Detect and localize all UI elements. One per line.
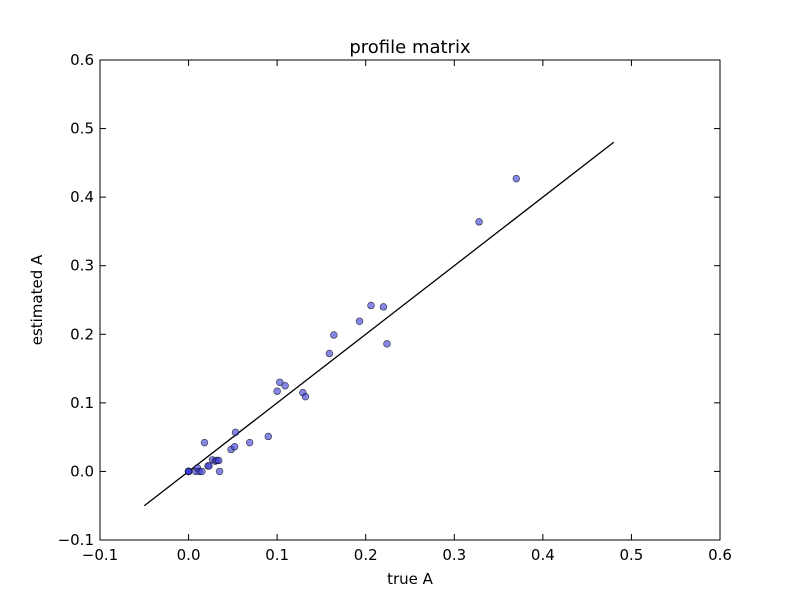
x-tick-label: 0.1 <box>265 546 289 564</box>
data-point <box>205 462 213 470</box>
data-point <box>273 387 281 395</box>
y-tick-label: 0.5 <box>70 120 94 138</box>
x-axis-title: true A <box>387 570 434 588</box>
data-point <box>367 301 375 310</box>
plot-frame <box>99 59 721 541</box>
data-point <box>198 467 206 476</box>
y-tick-label: 0.6 <box>70 51 94 69</box>
data-point <box>214 456 223 465</box>
y-axis-ticks: −0.1 0.0 0.1 0.2 0.3 0.4 0.5 0.6 <box>58 51 720 549</box>
data-point <box>231 428 240 437</box>
x-axis-ticks: −0.1 0.0 0.1 0.2 0.3 0.4 0.5 0.6 <box>82 60 732 564</box>
y-tick-label: 0.1 <box>70 394 94 412</box>
data-point <box>383 340 391 348</box>
data-point <box>355 317 364 325</box>
data-point <box>230 443 239 451</box>
y-tick-label: 0.4 <box>70 188 94 206</box>
data-point <box>281 382 289 390</box>
reference-line-layer <box>143 141 615 507</box>
data-point <box>184 467 193 476</box>
data-point <box>475 218 483 226</box>
data-point <box>215 467 224 476</box>
x-tick-label: 0.6 <box>708 546 732 564</box>
data-point <box>330 331 338 339</box>
y-tick-label: 0.3 <box>70 257 94 275</box>
x-tick-label: 0.4 <box>531 546 555 564</box>
y-tick-label: −0.1 <box>58 531 94 549</box>
chart-title: profile matrix <box>349 37 471 58</box>
identity-line <box>143 141 615 507</box>
x-tick-label: 0.5 <box>619 546 643 564</box>
data-point <box>264 432 272 441</box>
x-tick-label: 0.2 <box>354 546 378 564</box>
x-tick-label: 0.0 <box>177 546 201 564</box>
data-point <box>325 349 334 358</box>
points-layer <box>184 174 520 476</box>
x-tick-label: 0.3 <box>442 546 466 564</box>
y-tick-label: 0.2 <box>70 325 94 343</box>
data-point <box>301 392 310 401</box>
data-point <box>276 378 284 386</box>
y-axis-title: estimated A <box>28 254 46 345</box>
x-tick-label: −0.1 <box>82 546 118 564</box>
data-point <box>200 438 209 447</box>
y-tick-label: 0.0 <box>70 462 94 480</box>
data-point <box>512 174 520 183</box>
data-point <box>379 303 388 311</box>
data-point <box>245 438 254 447</box>
